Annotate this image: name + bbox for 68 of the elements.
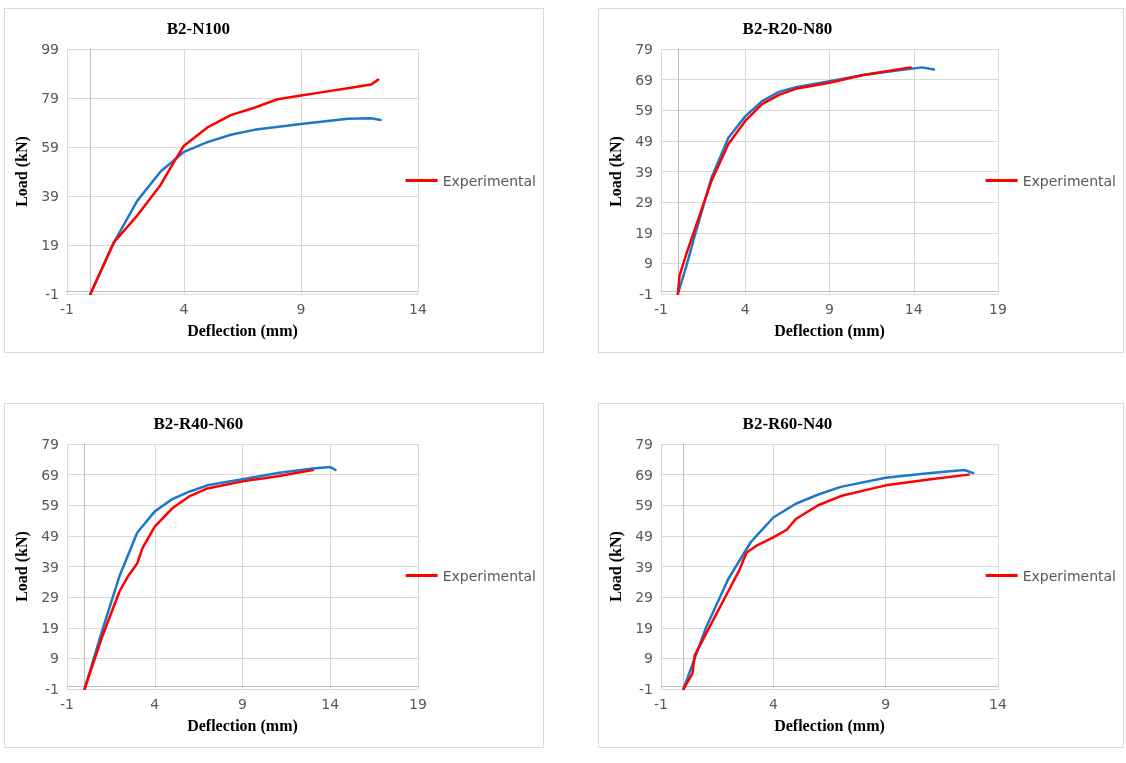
legend-label: Experimental [442,172,536,189]
y-tick-label: 79 [635,41,653,57]
x-tick-label: 4 [768,696,778,712]
x-axis-title: Deflection (mm) [774,321,885,340]
y-tick-label: 59 [41,139,59,155]
y-tick-label: 19 [635,224,653,241]
y-tick-label: -1 [639,681,653,697]
y-tick-label: 19 [41,619,59,636]
chart-title: B2-R60-N40 [742,414,833,433]
chart-title: B2-N100 [166,19,230,38]
y-tick-label: 69 [635,71,653,88]
x-tick-label: 4 [740,301,750,317]
legend-label: Experimental [442,567,536,584]
x-tick-label: 9 [825,301,834,317]
y-tick-label: 49 [635,527,653,544]
x-tick-label: -1 [60,696,74,712]
y-axis-title: Load (kN) [12,531,31,602]
chart-title: B2-R20-N80 [742,19,833,38]
y-tick-label: 9 [644,650,653,667]
x-axis-title: Deflection (mm) [187,716,298,735]
y-tick-label: 79 [635,436,653,452]
y-tick-label: 39 [41,188,59,204]
x-axis-title: Deflection (mm) [774,716,885,735]
y-tick-label: 59 [635,102,653,119]
x-tick-label: 19 [409,696,427,712]
y-tick-label: 39 [635,163,653,180]
x-tick-label: 14 [321,696,340,712]
x-tick-label: -1 [60,301,74,317]
y-tick-label: 29 [635,589,653,606]
x-tick-label: 19 [989,301,1007,317]
chart-title: B2-R40-N60 [153,414,244,433]
y-tick-label: 19 [41,237,59,253]
y-tick-label: -1 [45,681,59,697]
y-tick-label: 49 [41,527,59,544]
x-tick-label: 14 [904,301,923,317]
y-tick-label: 99 [41,41,59,57]
y-tick-label: 9 [644,255,653,272]
x-tick-label: 9 [296,301,306,317]
y-tick-label: 19 [635,619,653,636]
y-tick-label: -1 [45,286,59,302]
x-axis-title: Deflection (mm) [187,321,298,340]
y-tick-label: -1 [639,286,653,302]
y-tick-label: 39 [41,558,59,575]
x-tick-label: 9 [238,696,247,712]
x-tick-label: 9 [881,696,891,712]
x-tick-label: 4 [150,696,160,712]
x-tick-label: 14 [409,301,427,317]
y-axis-title: Load (kN) [606,531,625,602]
y-tick-label: 9 [50,650,59,667]
x-tick-label: 14 [989,696,1007,712]
y-tick-label: 29 [41,589,59,606]
y-tick-label: 79 [41,436,59,452]
y-tick-label: 59 [635,497,653,514]
y-tick-label: 49 [635,132,653,149]
y-tick-label: 69 [41,466,59,483]
legend-label: Experimental [1022,567,1116,584]
x-tick-label: -1 [654,301,668,317]
y-tick-label: 69 [635,466,653,483]
y-tick-label: 29 [635,194,653,211]
y-axis-title: Load (kN) [12,136,31,207]
y-tick-label: 79 [41,90,59,106]
y-tick-label: 59 [41,497,59,514]
x-tick-label: 4 [179,301,189,317]
y-tick-label: 39 [635,558,653,575]
legend-label: Experimental [1022,172,1116,189]
line-series [89,78,380,296]
y-axis-title: Load (kN) [606,136,625,207]
x-tick-label: -1 [654,696,668,712]
